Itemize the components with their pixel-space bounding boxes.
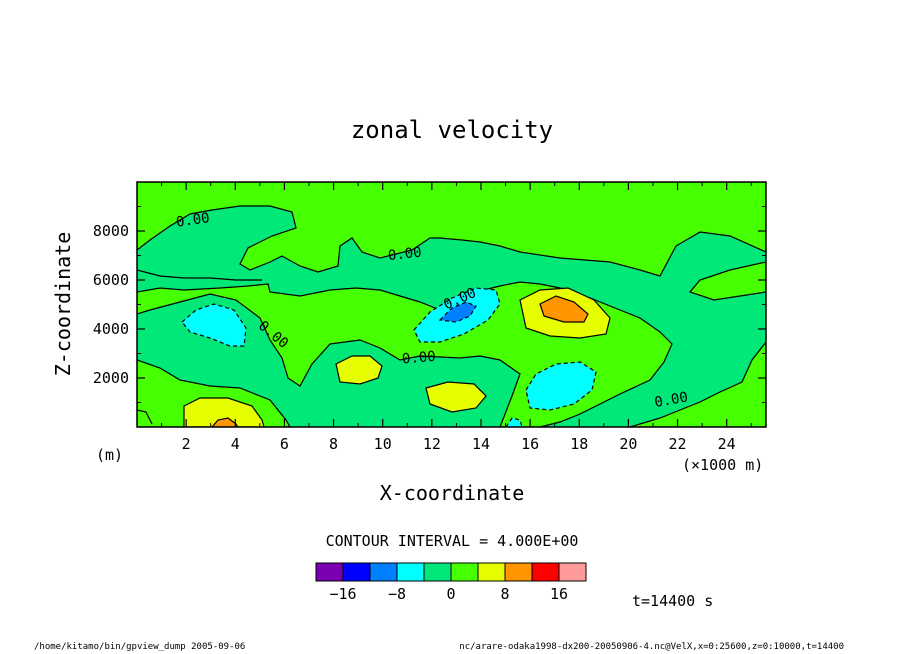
colorbar: [315, 562, 587, 582]
x-axis-ticks: 2 4 6 8 10 12 14 16 18 20 22 24: [161, 182, 752, 453]
time-label: t=14400 s: [632, 592, 713, 610]
x-tick-label: 12: [423, 435, 441, 453]
y-axis-unit: (m): [96, 446, 123, 464]
contour-fill-positive-upper: [137, 182, 766, 277]
contour-label: 0.00: [175, 210, 211, 231]
x-tick-label: 20: [619, 435, 637, 453]
y-tick-label: 6000: [93, 271, 129, 289]
contour-fill-positive-right: [688, 261, 766, 301]
colorbar-swatch: [396, 562, 425, 582]
contour-line-1: [137, 269, 262, 281]
contour-fill-blue-1: [438, 301, 477, 323]
chart-title: zonal velocity: [351, 116, 553, 144]
x-tick-label: 24: [718, 435, 736, 453]
x-tick-label: 4: [231, 435, 240, 453]
contour-line-2: [137, 409, 153, 425]
x-tick-label: 6: [280, 435, 289, 453]
contour-interval: CONTOUR INTERVAL = 4.000E+00: [326, 532, 579, 550]
contour-fill-cyan-3: [525, 361, 597, 411]
x-tick-label: 2: [182, 435, 191, 453]
contour-fill-cyan-4: [505, 417, 523, 427]
x-tick-label: 18: [570, 435, 588, 453]
colorbar-swatch: [423, 562, 452, 582]
contour-fill-yellow-2: [335, 355, 383, 385]
x-tick-label: 10: [374, 435, 392, 453]
colorbar-swatch: [369, 562, 398, 582]
y-axis-ticks: 2000 4000 6000 8000: [93, 206, 766, 403]
x-axis-unit: (×1000 m): [682, 456, 763, 474]
colorbar-label: 8: [500, 585, 509, 603]
contour-label: 0.00: [401, 349, 436, 368]
y-tick-label: 8000: [93, 222, 129, 240]
contour-label: 0.00: [387, 245, 422, 264]
colorbar-label: 0: [446, 585, 455, 603]
colorbar-swatch: [477, 562, 506, 582]
y-tick-label: 2000: [93, 369, 129, 387]
colorbar-labels: −16 −8 0 8 16: [329, 585, 568, 603]
footer-right: nc/arare-odaka1998-dx200-20050906-4.nc@V…: [459, 642, 844, 652]
colorbar-swatch: [342, 562, 371, 582]
colorbar-label: 16: [550, 585, 568, 603]
colorbar-swatch: [315, 562, 344, 582]
contour-fill-orange-2: [211, 417, 239, 427]
contour-label: 0.00: [653, 389, 689, 411]
x-tick-label: 16: [521, 435, 539, 453]
y-tick-label: 4000: [93, 320, 129, 338]
colorbar-label: −8: [388, 585, 406, 603]
y-axis-label: Z-coordinate: [51, 232, 75, 377]
x-tick-label: 14: [472, 435, 490, 453]
contour-fill-yellow-3: [425, 381, 487, 413]
x-tick-label: 8: [329, 435, 338, 453]
colorbar-label: −16: [329, 585, 356, 603]
x-axis-label: X-coordinate: [380, 481, 525, 505]
colorbar-swatch: [450, 562, 479, 582]
contour-fill-yellow-4: [183, 397, 265, 427]
colorbar-swatch: [531, 562, 560, 582]
colorbar-swatch: [558, 562, 587, 582]
contour-fill-orange-1: [539, 295, 589, 323]
contour-fill-cyan-1: [181, 303, 247, 347]
colorbar-swatch: [504, 562, 533, 582]
contour-fill-positive-lower-right: [629, 341, 766, 427]
footer-left: /home/kitamo/bin/gpview_dump 2005-09-06: [34, 642, 245, 652]
x-tick-label: 22: [669, 435, 687, 453]
